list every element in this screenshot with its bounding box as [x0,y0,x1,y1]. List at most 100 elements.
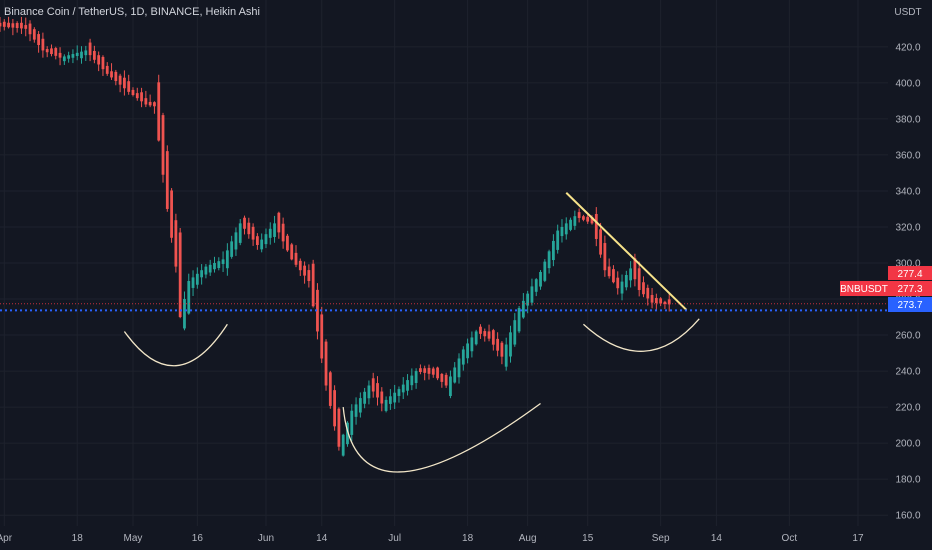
candle-body [337,408,341,447]
grid-lines [0,0,888,526]
price-tick-label: 360.0 [895,150,920,161]
candle-body [642,282,645,295]
time-tick-label: Jul [388,533,401,544]
candle-body [513,320,517,345]
candle-body [234,232,238,250]
candle-body [590,217,594,224]
candle-body [264,234,268,245]
candle-body [603,243,607,271]
candle-body [560,226,564,237]
candle-body [294,252,298,265]
candle-body [32,29,36,40]
candle-body [487,331,491,339]
candle-body [298,260,302,271]
candle-body [384,399,388,411]
candle-body [427,367,431,374]
close-price-value: 277.3 [897,284,922,295]
candle-body [191,277,195,288]
candle-body [286,235,289,251]
candle-body [341,434,345,456]
candle-body [543,261,547,281]
candle-body [174,220,178,267]
candle-body [637,268,641,291]
candle-body [667,299,671,305]
candle-body [118,75,122,85]
candle-body [101,56,105,70]
candle-body [127,81,131,92]
price-tick-label: 200.0 [895,439,920,450]
candle-body [144,98,148,105]
candle-body [534,279,538,292]
candle-body [333,390,337,427]
candle-body [105,65,109,74]
candle-body [500,342,504,357]
open-price-value: 277.4 [897,269,922,280]
close-price-tag [888,281,932,296]
time-axis[interactable]: Apr 18 May 16 Jun 14 Jul 18 Aug 15 Sep 14 Oct 17 [0,533,864,544]
candle-body [346,422,349,445]
candle-body [268,228,272,238]
candle-body [255,236,259,245]
drawings [123,192,700,473]
candle-body [457,358,461,378]
candle-body [41,38,45,51]
open-price-tag [888,266,932,280]
candle-body [80,51,83,59]
time-tick-label: Sep [652,533,670,544]
candle-body [140,92,143,102]
time-tick-label: 18 [462,533,474,544]
candle-body [11,23,15,28]
candle-body [316,289,319,332]
candle-body [594,213,598,239]
price-tick-label: 380.0 [895,114,920,125]
candle-body [401,384,405,393]
candle-body [539,272,542,287]
candle-body [470,337,474,352]
candle-body [419,368,422,372]
candle-body [45,49,49,53]
left-shoulder-curve [123,323,228,367]
candle-body [92,50,96,60]
candle-body [376,383,379,398]
time-tick-label: 16 [192,533,204,544]
trendline [565,192,688,311]
candle-body [183,299,186,329]
candle-body [217,261,221,268]
candle-body [161,115,165,175]
candle-body [67,55,71,59]
candle-body [569,219,572,230]
time-tick-label: Oct [782,533,798,544]
candle-body [62,56,66,62]
candle-body [225,250,229,269]
candle-body [431,368,435,375]
candle-body [208,264,212,273]
right-shoulder-curve [582,318,700,352]
candle-body [629,268,633,281]
candle-body [200,270,204,278]
candle-body [599,229,602,255]
candle-body [624,275,628,288]
candle-body [397,389,401,396]
candle-body [509,332,512,357]
last-price-line [0,303,888,312]
candle-body [170,190,173,238]
candle-body [354,404,358,417]
candle-body [410,375,414,386]
candle-body [551,240,555,261]
candle-body [328,372,332,406]
time-tick-label: 17 [852,533,864,544]
candle-body [307,270,311,282]
time-tick-label: Jun [258,533,274,544]
candle-body [221,259,225,264]
candle-body [84,50,88,56]
candle-body [393,392,397,403]
candle-body [479,326,482,334]
candle-body [350,410,354,435]
time-tick-label: May [124,533,143,544]
candle-body [659,298,663,304]
candle-body [2,21,6,27]
price-tick-label: 400.0 [895,78,920,89]
candle-body [388,396,392,404]
